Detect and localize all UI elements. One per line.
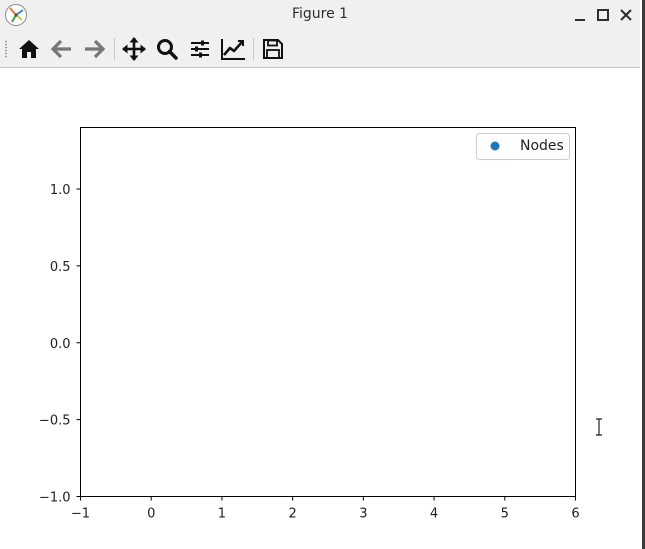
x-tick-label: 3 (359, 507, 367, 522)
magnifier-icon (157, 39, 178, 60)
home-icon (19, 40, 39, 58)
toolbar-separator (253, 38, 254, 60)
save-button[interactable] (258, 34, 288, 64)
legend[interactable]: Nodes (476, 133, 570, 160)
close-icon (620, 9, 632, 21)
move-icon (122, 37, 146, 61)
toolbar-separator (114, 38, 115, 60)
y-tick-label: −0.5 (39, 414, 71, 429)
line-chart-icon (221, 39, 245, 60)
maximize-button[interactable] (593, 5, 613, 25)
x-tick-label: 6 (571, 507, 579, 522)
configure-subplots-button[interactable] (185, 34, 215, 64)
arrow-right-icon (85, 39, 106, 59)
y-tick-label: 0.5 (50, 260, 71, 275)
arrow-left-icon (50, 39, 71, 59)
sliders-icon (191, 40, 209, 58)
x-tick-label: 5 (501, 507, 509, 522)
figure-canvas[interactable]: −1 0 1 2 3 4 5 6 −1.0 −0.5 0.0 0.5 1.0 Nodes (0, 68, 640, 549)
minimize-icon (575, 19, 585, 21)
desktop-edge (640, 0, 645, 549)
legend-label: Nodes (520, 138, 564, 154)
back-button[interactable] (47, 34, 77, 64)
edit-axis-button[interactable] (218, 34, 248, 64)
x-tick-label: 2 (289, 507, 297, 522)
home-button[interactable] (14, 34, 44, 64)
axes-frame (80, 127, 576, 497)
app-icon (5, 4, 27, 26)
x-tick-label: 0 (147, 507, 155, 522)
toolbar (0, 30, 640, 68)
title-bar[interactable]: Figure 1 (0, 0, 640, 30)
close-button[interactable] (616, 5, 636, 25)
y-tick-label: −1.0 (39, 491, 71, 506)
text-cursor-icon (596, 418, 602, 436)
x-tick-label: 4 (430, 507, 438, 522)
floppy-disk-icon (263, 39, 283, 59)
forward-button[interactable] (79, 34, 109, 64)
minimize-button[interactable] (570, 5, 590, 25)
toolbar-grip[interactable] (4, 40, 8, 58)
window-title: Figure 1 (291, 6, 349, 22)
y-tick-label: 1.0 (50, 183, 71, 198)
x-tick-label: −1 (71, 507, 90, 522)
pan-button[interactable] (119, 34, 149, 64)
y-tick-label: 0.0 (50, 337, 71, 352)
legend-marker (490, 141, 500, 151)
maximize-icon (597, 9, 609, 21)
x-tick-label: 1 (218, 507, 226, 522)
zoom-button[interactable] (152, 34, 182, 64)
